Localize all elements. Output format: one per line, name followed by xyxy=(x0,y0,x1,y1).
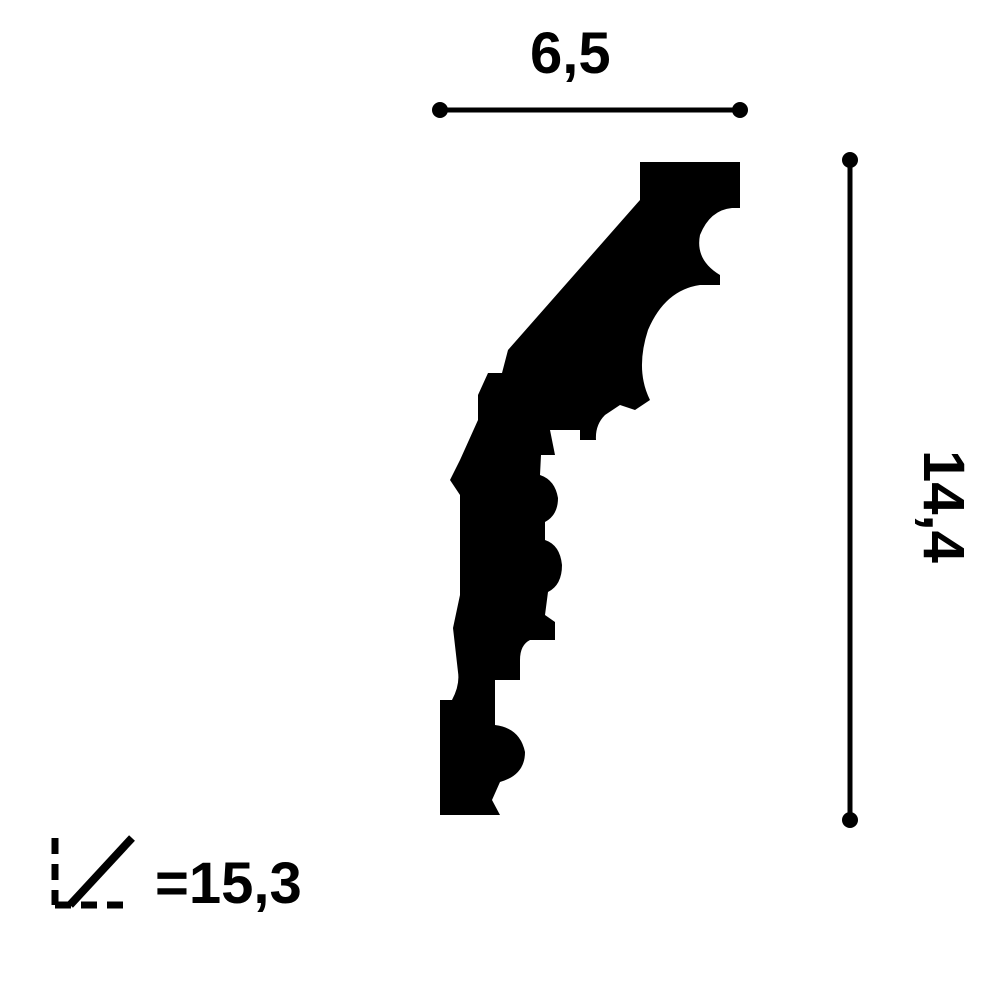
diagonal-dimension-label: =15,3 xyxy=(155,850,302,917)
moulding-profile xyxy=(440,162,740,815)
diagram-canvas xyxy=(0,0,993,1000)
height-dimension-label: 14,4 xyxy=(910,450,977,563)
top-dimension-line xyxy=(432,102,748,118)
width-dimension-label: 6,5 xyxy=(530,20,611,87)
right-dimension-line xyxy=(842,152,858,828)
diagonal-symbol xyxy=(55,838,132,905)
